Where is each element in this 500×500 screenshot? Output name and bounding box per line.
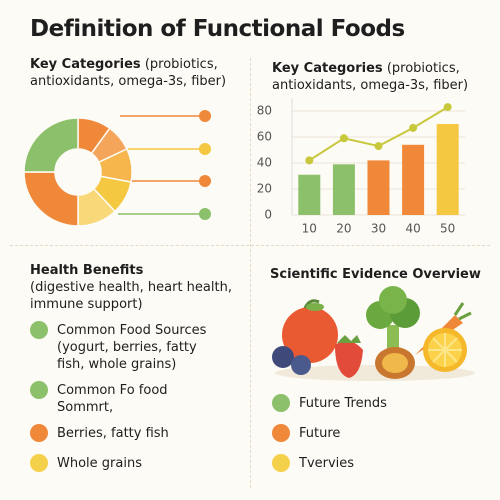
trend-point bbox=[305, 156, 314, 165]
legend-item: Common Fo food Sommrt, bbox=[30, 381, 220, 416]
x-tick-label: 40 bbox=[405, 222, 420, 236]
divider bbox=[10, 245, 490, 246]
bar-line-chart: 0 20 40 60 80 10 20 30 40 50 bbox=[257, 98, 465, 236]
section-heading: Scientific Evidence Overview bbox=[270, 266, 481, 283]
legend-label: Future bbox=[299, 426, 341, 441]
title: Definition of Functional Foods bbox=[30, 16, 405, 42]
legend-label: Common Food Sources (yogurt, berries, fa… bbox=[57, 323, 207, 372]
legend-item: Future Trends bbox=[272, 394, 472, 412]
food-illustration bbox=[272, 286, 475, 381]
section-subtitle: (digestive health, heart health, immune … bbox=[30, 280, 232, 312]
pie-slice bbox=[23, 171, 79, 227]
legend-label: Common Fo food Sommrt, bbox=[57, 383, 168, 415]
legend-dot bbox=[30, 321, 48, 339]
trend-point bbox=[443, 103, 452, 112]
trend-point bbox=[339, 134, 348, 143]
legend-dot bbox=[272, 454, 290, 472]
section-title: Health Benefits bbox=[30, 263, 144, 278]
section-heading: Health Benefits (digestive health, heart … bbox=[30, 262, 245, 313]
divider bbox=[250, 58, 251, 488]
legend-item: Tvervies bbox=[272, 454, 472, 472]
legend-item: Common Food Sources (yogurt, berries, fa… bbox=[30, 321, 220, 373]
legend-dot bbox=[30, 454, 48, 472]
chart-subtitle: (probiotics, antioxidants, omega-3s, fib… bbox=[272, 61, 469, 93]
legend-label: Future Trends bbox=[299, 396, 387, 411]
trend-point bbox=[409, 123, 418, 132]
y-tick-label: 60 bbox=[257, 130, 272, 144]
chart-subtitle: (probiotics, antioxidants, omega-3s, fib… bbox=[30, 57, 227, 89]
legend-item: Future bbox=[272, 424, 472, 442]
chart-heading: Key Categories (probiotics, antioxidants… bbox=[30, 56, 245, 90]
chart-title: Key Categories bbox=[272, 61, 383, 76]
legend-dot bbox=[30, 381, 48, 399]
legend-dot bbox=[30, 424, 48, 442]
legend-label: Whole grains bbox=[57, 456, 142, 471]
section-title: Scientific Evidence Overview bbox=[270, 267, 481, 282]
legend-item: Whole grains bbox=[30, 454, 220, 472]
bar bbox=[402, 144, 425, 215]
x-tick-label: 50 bbox=[440, 222, 455, 236]
chart-title: Key Categories bbox=[30, 57, 141, 72]
legend-dot bbox=[272, 394, 290, 412]
trend-line bbox=[308, 106, 449, 162]
pie-slice bbox=[23, 117, 79, 173]
legend-dot bbox=[272, 424, 290, 442]
donut-chart bbox=[23, 110, 211, 227]
legend-label: Tvervies bbox=[299, 456, 355, 471]
legend-item: Berries, fatty fish bbox=[30, 424, 220, 442]
x-tick-label: 20 bbox=[336, 222, 351, 236]
y-tick-label: 0 bbox=[264, 208, 272, 222]
trend-point bbox=[374, 142, 383, 151]
x-tick-label: 10 bbox=[302, 222, 317, 236]
y-tick-label: 20 bbox=[257, 182, 272, 196]
y-tick-label: 40 bbox=[257, 156, 272, 170]
x-tick-label: 30 bbox=[371, 222, 386, 236]
y-tick-label: 80 bbox=[257, 104, 272, 118]
chart-heading: Key Categories (probiotics, antioxidants… bbox=[272, 60, 487, 94]
bar bbox=[367, 160, 390, 215]
connectors bbox=[118, 110, 211, 220]
bar bbox=[332, 164, 355, 215]
bar bbox=[436, 124, 459, 215]
legend-label: Berries, fatty fish bbox=[57, 426, 169, 441]
bar bbox=[298, 174, 321, 215]
